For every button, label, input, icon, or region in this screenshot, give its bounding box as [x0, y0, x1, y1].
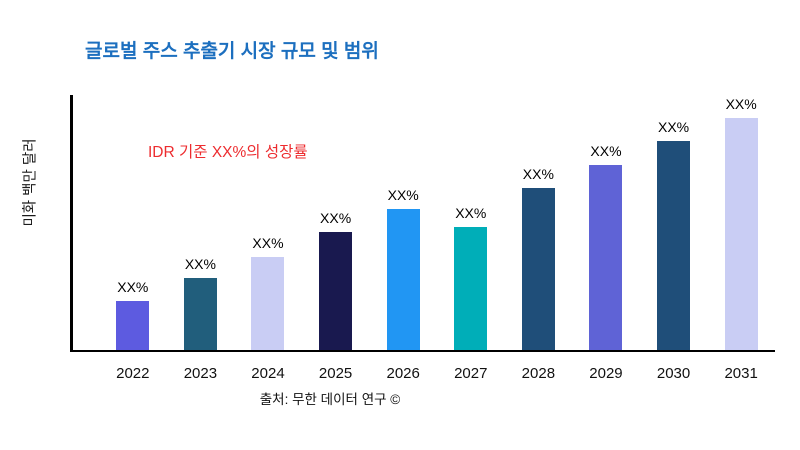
- bar-group-2027: XX% 2027: [437, 95, 505, 382]
- x-tick-label-2031: 2031: [724, 365, 758, 382]
- bar-2024: [251, 257, 285, 350]
- bar-value-label: XX%: [657, 119, 690, 136]
- source-caption: 출처: 무한 데이터 연구 ©: [259, 392, 401, 407]
- bar-value-label: XX%: [455, 205, 487, 222]
- x-tick-label-2030: 2030: [656, 365, 691, 382]
- bar-group-2025: XX% 2025: [302, 95, 370, 382]
- bar-value-label: XX%: [522, 165, 554, 182]
- x-tick-label-2023: 2023: [183, 365, 218, 382]
- x-tick-label-2026: 2026: [386, 365, 420, 382]
- bar-group-2026: XX% 2026: [369, 95, 437, 382]
- bar-2022: [116, 301, 150, 350]
- bar-value-label: XX%: [117, 279, 149, 296]
- bar-2023: [183, 278, 217, 350]
- bar-value-label: XX%: [184, 256, 216, 273]
- bar-2026: [386, 208, 420, 350]
- bar-value-label: XX%: [252, 235, 284, 252]
- bar-group-2023: XX% 2023: [167, 95, 235, 382]
- x-tick-label-2029: 2029: [589, 365, 623, 382]
- bar-2028: [521, 187, 555, 350]
- bar-group-2022: XX% 2022: [99, 95, 167, 382]
- bar-value-label: XX%: [590, 142, 622, 159]
- y-axis-label-wrap: 미화 백만 달러: [0, 95, 58, 270]
- x-tick-label-2027: 2027: [454, 365, 488, 382]
- growth-rate-annotation: IDR 기준 XX%의 성장률: [148, 144, 308, 161]
- bar-2027: [454, 227, 488, 350]
- bar-group-2028: XX% 2028: [505, 95, 573, 382]
- chart-title: 글로벌 주스 추출기 시장 규모 및 범위: [85, 41, 379, 62]
- bar-value-label: XX%: [320, 209, 352, 226]
- bar-value-label: XX%: [387, 186, 419, 203]
- bar-2025: [319, 231, 353, 350]
- bar-2030: [657, 141, 691, 350]
- bar-value-label: XX%: [725, 96, 757, 113]
- plot-area: XX% 2022 XX% 2023 XX% 2024 XX% 2025 XX% 2026 XX% 20…: [70, 95, 775, 382]
- bar-2031: [724, 118, 758, 350]
- bar-group-2029: XX% 2029: [572, 95, 640, 382]
- bar-group-2031: XX% 2031: [707, 95, 775, 382]
- bar-group-2030: XX% 2030: [640, 95, 708, 382]
- y-axis-label: 미화 백만 달러: [22, 138, 39, 227]
- bar-group-2024: XX% 2024: [234, 95, 302, 382]
- x-tick-label-2024: 2024: [251, 365, 285, 382]
- x-tick-label-2022: 2022: [116, 365, 150, 382]
- x-tick-label-2028: 2028: [521, 365, 556, 382]
- bar-2029: [589, 164, 623, 350]
- x-tick-label-2025: 2025: [318, 365, 353, 382]
